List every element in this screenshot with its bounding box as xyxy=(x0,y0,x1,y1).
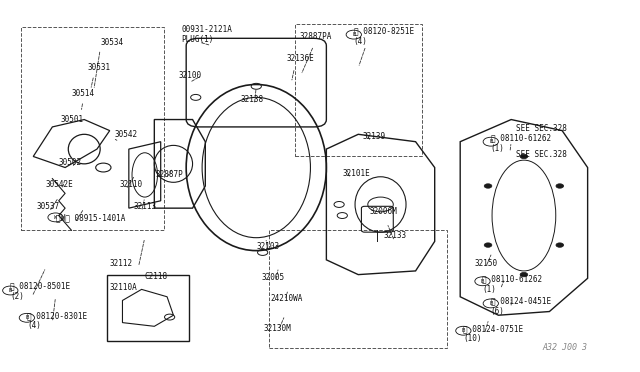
Text: 30514: 30514 xyxy=(72,89,95,98)
Text: 32133: 32133 xyxy=(384,231,407,240)
Text: B: B xyxy=(489,139,492,144)
Text: 32138: 32138 xyxy=(241,95,264,104)
Text: B: B xyxy=(9,288,12,293)
Text: Ⓑ 08110-61262
(1): Ⓑ 08110-61262 (1) xyxy=(483,274,543,294)
Text: 32112: 32112 xyxy=(109,259,133,268)
Text: 32110A: 32110A xyxy=(109,283,138,292)
Bar xyxy=(269,230,447,349)
Text: 24210WA: 24210WA xyxy=(270,294,303,303)
Text: 30537: 30537 xyxy=(36,202,60,211)
Circle shape xyxy=(556,243,564,247)
Text: B: B xyxy=(489,301,492,306)
Text: Ⓑ 08120-8501E
(2): Ⓑ 08120-8501E (2) xyxy=(10,282,70,301)
Text: Ⓑ 08120-8251E
(4): Ⓑ 08120-8251E (4) xyxy=(354,27,414,46)
Bar xyxy=(20,27,164,230)
Text: 32887PA: 32887PA xyxy=(300,32,332,41)
Text: Ⓑ 08124-0451E
(6): Ⓑ 08124-0451E (6) xyxy=(491,296,551,316)
Bar xyxy=(294,23,422,157)
Circle shape xyxy=(520,272,528,277)
Text: 30502: 30502 xyxy=(59,157,82,167)
Text: 30542: 30542 xyxy=(115,130,138,139)
Text: C2118: C2118 xyxy=(145,272,168,281)
Text: 32113: 32113 xyxy=(134,202,157,211)
Text: SEE SEC.328: SEE SEC.328 xyxy=(516,124,567,133)
Text: 32136E: 32136E xyxy=(287,54,315,63)
Text: 32139: 32139 xyxy=(363,132,386,141)
Text: SEE SEC.328: SEE SEC.328 xyxy=(516,150,567,159)
Text: W: W xyxy=(54,215,57,220)
Text: 32006M: 32006M xyxy=(370,207,397,217)
Text: 32005: 32005 xyxy=(261,273,285,282)
Text: Ⓑ 08124-0751E
(10): Ⓑ 08124-0751E (10) xyxy=(463,324,524,343)
Text: 32130M: 32130M xyxy=(264,324,292,333)
Text: ㄨWㄩ 08915-1401A: ㄨWㄩ 08915-1401A xyxy=(56,213,125,222)
Text: A32 J00 3: A32 J00 3 xyxy=(543,343,588,352)
Circle shape xyxy=(484,184,492,188)
Text: 32101E: 32101E xyxy=(342,169,370,177)
Text: 32100: 32100 xyxy=(179,71,202,80)
Text: 00931-2121A
PLUG(1): 00931-2121A PLUG(1) xyxy=(181,25,232,44)
Text: Ⓑ 08110-61262
(1): Ⓑ 08110-61262 (1) xyxy=(491,134,551,153)
Text: 32103: 32103 xyxy=(256,243,280,251)
Text: B: B xyxy=(352,32,355,37)
Text: 32887P: 32887P xyxy=(156,170,183,179)
Text: 32110: 32110 xyxy=(119,180,142,189)
Text: 30501: 30501 xyxy=(60,115,83,124)
Bar xyxy=(106,275,189,341)
Circle shape xyxy=(520,154,528,159)
Text: 32150: 32150 xyxy=(474,259,497,268)
Text: 30542E: 30542E xyxy=(46,180,74,189)
Circle shape xyxy=(484,243,492,247)
Text: 30534: 30534 xyxy=(100,38,124,46)
Text: 30531: 30531 xyxy=(88,63,111,72)
Circle shape xyxy=(556,184,564,188)
Text: B: B xyxy=(25,315,29,320)
Text: B: B xyxy=(461,328,465,333)
Text: B: B xyxy=(481,279,484,284)
Text: Ⓑ 08120-8301E
(4): Ⓑ 08120-8301E (4) xyxy=(27,311,87,330)
